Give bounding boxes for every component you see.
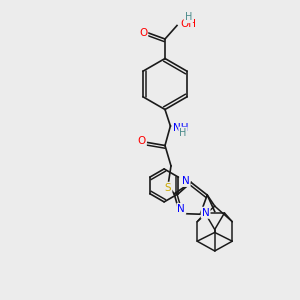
Text: S: S xyxy=(165,183,171,193)
Text: OH: OH xyxy=(180,19,196,29)
Text: N: N xyxy=(202,208,209,218)
Text: O: O xyxy=(137,136,146,146)
Text: H: H xyxy=(185,12,192,22)
Text: H: H xyxy=(179,128,187,138)
Text: N: N xyxy=(182,176,190,186)
Text: NH: NH xyxy=(173,123,189,134)
Text: N: N xyxy=(177,204,185,214)
Text: O: O xyxy=(139,28,147,38)
